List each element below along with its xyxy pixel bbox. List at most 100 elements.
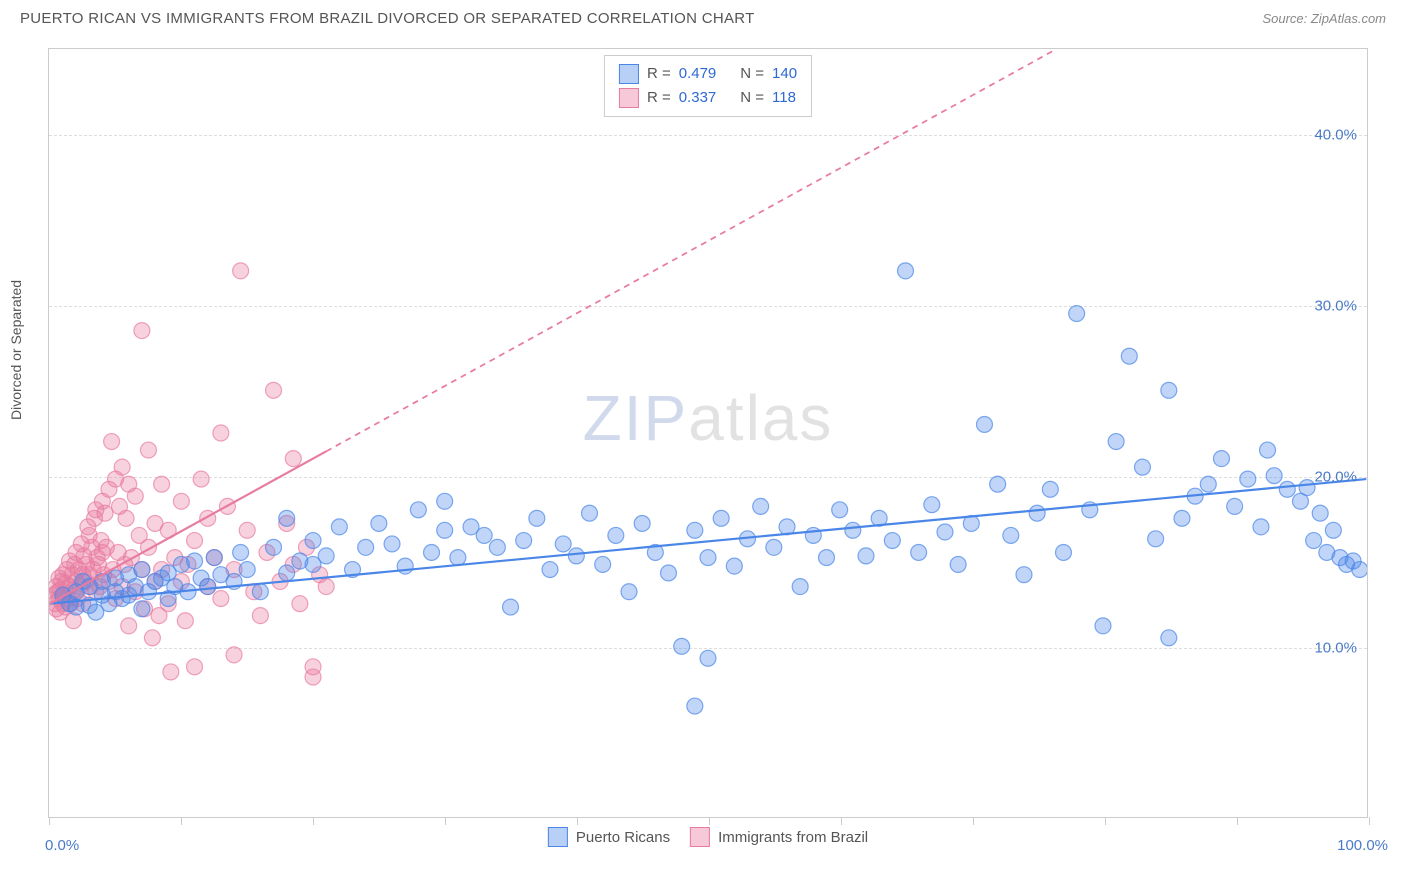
xtick (181, 817, 182, 825)
correlation-legend: R = 0.479 N = 140 R = 0.337 N = 118 (604, 55, 812, 117)
data-point (1003, 527, 1019, 543)
data-point (397, 558, 413, 574)
data-point (134, 562, 150, 578)
swatch-series-1 (619, 88, 639, 108)
data-point (114, 459, 130, 475)
data-point (121, 618, 137, 634)
legend-item-0: Puerto Ricans (548, 827, 670, 847)
legend-label-0: Puerto Ricans (576, 829, 670, 846)
data-point (924, 497, 940, 513)
swatch-bottom-0 (548, 827, 568, 847)
data-point (766, 539, 782, 555)
n-label-0: N = (740, 62, 764, 86)
data-point (1325, 522, 1341, 538)
data-point (1240, 471, 1256, 487)
data-point (1312, 505, 1328, 521)
ytick-label: 20.0% (1314, 468, 1357, 485)
chart-header: PUERTO RICAN VS IMMIGRANTS FROM BRAZIL D… (0, 0, 1406, 35)
xtick (445, 817, 446, 825)
chart-plot-area: ZIPatlas R = 0.479 N = 140 R = 0.337 N =… (48, 48, 1368, 818)
data-point (305, 659, 321, 675)
data-point (476, 527, 492, 543)
data-point (318, 548, 334, 564)
source-label: Source: ZipAtlas.com (1262, 11, 1386, 26)
data-point (233, 263, 249, 279)
data-point (450, 550, 466, 566)
data-point (187, 553, 203, 569)
data-point (1279, 481, 1295, 497)
ytick-label: 40.0% (1314, 126, 1357, 143)
data-point (279, 565, 295, 581)
data-point (305, 533, 321, 549)
legend-row-series-0: R = 0.479 N = 140 (619, 62, 797, 86)
xtick (1237, 817, 1238, 825)
n-value-1: 118 (772, 86, 796, 110)
xtick (1369, 817, 1370, 825)
data-point (358, 539, 374, 555)
xtick (1105, 817, 1106, 825)
data-point (1134, 459, 1150, 475)
data-point (173, 493, 189, 509)
data-point (819, 550, 835, 566)
trend-line-solid (50, 479, 1367, 604)
data-point (437, 493, 453, 509)
xtick-label-min: 0.0% (45, 837, 79, 854)
data-point (687, 698, 703, 714)
data-point (1042, 481, 1058, 497)
data-point (424, 544, 440, 560)
data-point (331, 519, 347, 535)
data-point (990, 476, 1006, 492)
data-point (233, 544, 249, 560)
xtick (313, 817, 314, 825)
data-point (187, 659, 203, 675)
ytick-label: 30.0% (1314, 297, 1357, 314)
data-point (213, 591, 229, 607)
r-value-0: 0.479 (679, 62, 717, 86)
data-point (1016, 567, 1032, 583)
data-point (239, 562, 255, 578)
n-label-1: N = (740, 86, 764, 110)
data-point (937, 524, 953, 540)
ytick-label: 10.0% (1314, 639, 1357, 656)
data-point (140, 442, 156, 458)
data-point (977, 416, 993, 432)
data-point (266, 382, 282, 398)
data-point (1352, 562, 1367, 578)
data-point (1174, 510, 1190, 526)
data-point (266, 539, 282, 555)
data-point (318, 579, 334, 595)
data-point (568, 548, 584, 564)
data-point (858, 548, 874, 564)
data-point (700, 550, 716, 566)
data-point (700, 650, 716, 666)
data-point (1306, 533, 1322, 549)
data-point (832, 502, 848, 518)
data-point (193, 471, 209, 487)
data-point (489, 539, 505, 555)
series-legend: Puerto Ricans Immigrants from Brazil (548, 827, 868, 847)
data-point (542, 562, 558, 578)
data-point (252, 608, 268, 624)
data-point (104, 434, 120, 450)
chart-title: PUERTO RICAN VS IMMIGRANTS FROM BRAZIL D… (20, 10, 755, 27)
r-label-1: R = (647, 86, 671, 110)
data-point (845, 522, 861, 538)
data-point (753, 498, 769, 514)
data-point (516, 533, 532, 549)
data-point (621, 584, 637, 600)
data-point (608, 527, 624, 543)
legend-label-1: Immigrants from Brazil (718, 829, 868, 846)
data-point (555, 536, 571, 552)
data-point (371, 515, 387, 531)
data-point (1266, 468, 1282, 484)
legend-row-series-1: R = 0.337 N = 118 (619, 86, 797, 110)
n-value-0: 140 (772, 62, 797, 86)
scatter-svg (49, 49, 1367, 817)
xtick (49, 817, 50, 825)
data-point (1299, 480, 1315, 496)
data-point (1260, 442, 1276, 458)
data-point (1069, 306, 1085, 322)
data-point (1121, 348, 1137, 364)
data-point (1253, 519, 1269, 535)
data-point (661, 565, 677, 581)
